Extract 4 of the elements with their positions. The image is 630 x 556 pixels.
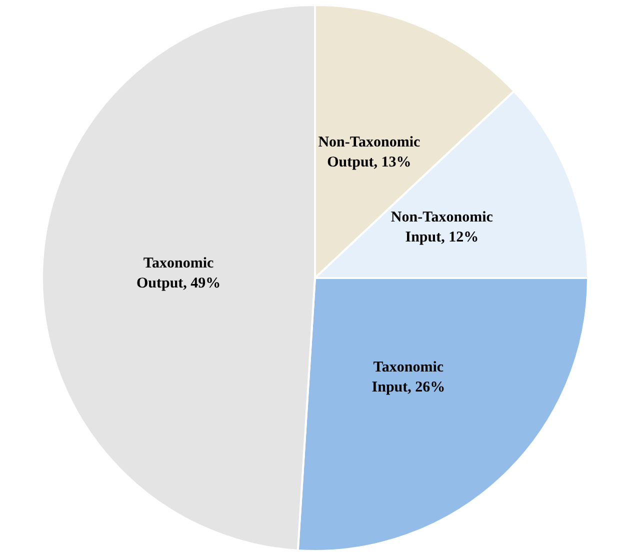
slice-label: Taxonomic Output, 49%: [136, 256, 221, 292]
slice-label: Non-Taxonomic Input, 12%: [390, 210, 494, 246]
slice-label: Non-Taxonomic Output, 13%: [318, 134, 421, 171]
slice-label: Taxonomic Input, 26%: [372, 359, 446, 396]
